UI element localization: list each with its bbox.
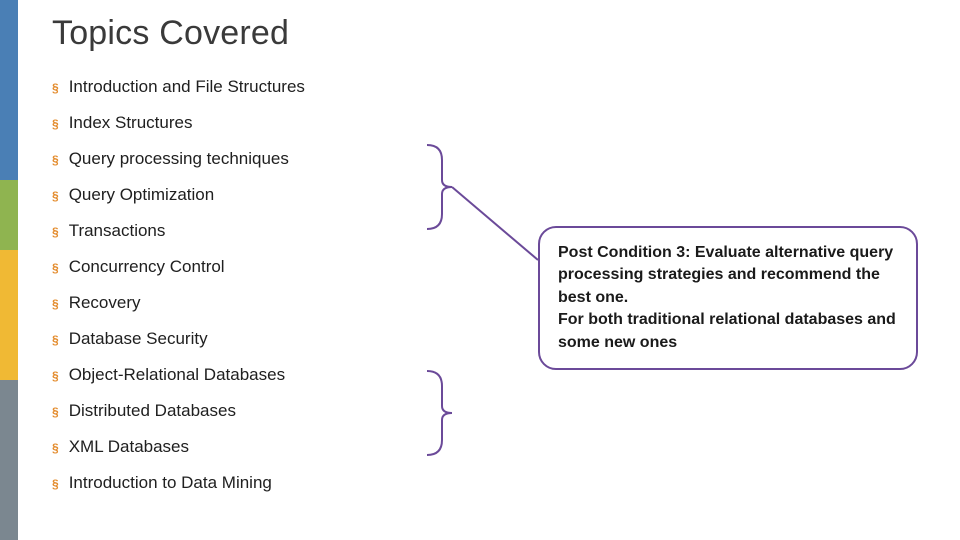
bullet-icon: § [52, 437, 59, 459]
list-item-label: Index Structures [69, 113, 193, 133]
list-item: § Distributed Databases [52, 401, 932, 423]
list-item: § Introduction and File Structures [52, 77, 932, 99]
callout-line2: For both traditional relational database… [558, 311, 896, 350]
list-item-label: Object-Relational Databases [69, 365, 285, 385]
callout-line1: Post Condition 3: Evaluate alternative q… [558, 244, 893, 306]
list-item-label: Introduction to Data Mining [69, 473, 272, 493]
callout-box: Post Condition 3: Evaluate alternative q… [538, 226, 918, 370]
list-item-label: XML Databases [69, 437, 189, 457]
list-item-label: Query Optimization [69, 185, 215, 205]
list-item: § XML Databases [52, 437, 932, 459]
bullet-icon: § [52, 221, 59, 243]
bracket-connector [452, 184, 542, 274]
sidebar-segment [0, 380, 18, 540]
bullet-icon: § [52, 113, 59, 135]
page-title: Topics Covered [52, 14, 932, 53]
sidebar-segment [0, 250, 18, 380]
bullet-icon: § [52, 401, 59, 423]
bullet-icon: § [52, 77, 59, 99]
sidebar-segment [0, 180, 18, 250]
list-item-label: Transactions [69, 221, 166, 241]
bullet-icon: § [52, 185, 59, 207]
list-item-label: Recovery [69, 293, 141, 313]
bullet-icon: § [52, 257, 59, 279]
bracket-lower [422, 366, 462, 460]
slide-sidebar [0, 0, 18, 540]
callout-text: Post Condition 3: Evaluate alternative q… [558, 242, 898, 354]
list-item-label: Introduction and File Structures [69, 77, 305, 97]
list-item: § Introduction to Data Mining [52, 473, 932, 495]
bullet-icon: § [52, 149, 59, 171]
list-item-label: Distributed Databases [69, 401, 236, 421]
bullet-icon: § [52, 365, 59, 387]
list-item: § Query processing techniques [52, 149, 932, 171]
list-item-label: Database Security [69, 329, 208, 349]
list-item-label: Query processing techniques [69, 149, 289, 169]
list-item: § Index Structures [52, 113, 932, 135]
list-item-label: Concurrency Control [69, 257, 225, 277]
sidebar-segment [0, 0, 18, 180]
bullet-icon: § [52, 473, 59, 495]
bullet-icon: § [52, 293, 59, 315]
bullet-icon: § [52, 329, 59, 351]
